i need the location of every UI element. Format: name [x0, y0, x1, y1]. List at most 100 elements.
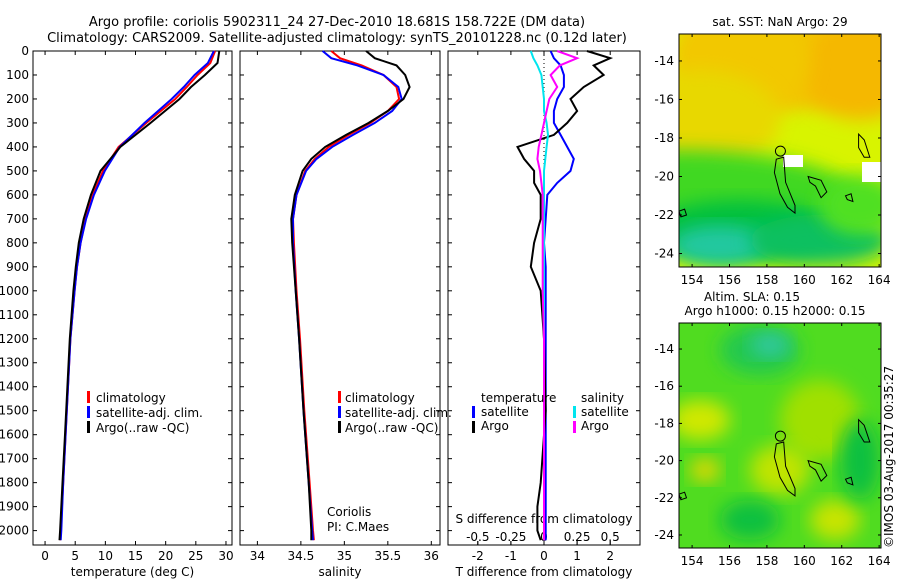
legend-label: Argo	[581, 419, 609, 433]
y-tick-label: 2000	[0, 524, 29, 538]
legend-label: satellite	[481, 405, 529, 419]
s-tick-label: -0.25	[495, 530, 526, 544]
x-tick-label: 154	[681, 554, 704, 568]
legend-label: Argo	[481, 419, 509, 433]
y-tick-label: -22	[654, 208, 674, 222]
map-color-patch	[679, 225, 770, 265]
x-tick-label: 34	[250, 549, 265, 563]
y-tick-label: 100	[6, 68, 29, 82]
x-tick-label: 158	[755, 554, 778, 568]
legend-label: satellite-adj. clim.	[96, 406, 203, 420]
map-color-patch	[810, 500, 860, 540]
coastline	[858, 418, 871, 443]
x-tick-label: 15	[128, 549, 143, 563]
y-tick-label: 700	[6, 212, 29, 226]
s-tick-label: 0.25	[564, 530, 591, 544]
map-color-patch	[820, 175, 881, 235]
x-tick-label: 34.5	[288, 549, 315, 563]
y-tick-label: 500	[6, 164, 29, 178]
argo-position-marker	[774, 430, 786, 442]
copyright-label: ©IMOS 03-Aug-2017 00:35:27	[882, 366, 896, 548]
y-tick-label: -18	[654, 131, 674, 145]
y-tick-label: -22	[654, 491, 674, 505]
x-axis-label: temperature (deg C)	[71, 565, 194, 579]
y-tick-label: 1000	[0, 284, 29, 298]
x-axis-label: salinity	[318, 565, 361, 579]
x-tick-label: 156	[718, 273, 741, 287]
y-tick-label: 1900	[0, 500, 29, 514]
sla-map: 154 156 158 160 162 164 -14 -16 -18 -20 -22 -24 Alti…	[654, 290, 890, 568]
x-tick-label: 164	[868, 554, 891, 568]
y-tick-label: -20	[654, 169, 674, 183]
legend-swatch-satellite	[338, 406, 341, 418]
series-line-temperature-satellite	[542, 50, 575, 541]
missing-data-patch	[862, 162, 881, 182]
x-tick-label: 10	[98, 549, 113, 563]
s-tick-label: 0.5	[601, 530, 620, 544]
map-frame	[678, 33, 882, 268]
title-line-2: Climatology: CARS2009. Satellite-adjuste…	[47, 31, 627, 46]
legend-swatch-argo	[87, 421, 90, 433]
coastline	[844, 193, 854, 203]
legend-swatch-climatology	[87, 391, 90, 403]
legend-swatch-t-satellite	[472, 406, 475, 418]
y-tick-label: 1100	[0, 308, 29, 322]
legend-swatch-satellite	[87, 406, 90, 418]
x-axis-label: T difference from climatology	[455, 565, 633, 579]
series-line-climatology	[59, 50, 217, 541]
legend-label: Argo(..raw -QC)	[345, 421, 438, 435]
salinity-legend: climatology satellite-adj. clim. Argo(..…	[327, 391, 452, 534]
y-tick-label: -24	[654, 247, 674, 261]
legend-title-temperature: temperature	[481, 391, 556, 405]
plot-frame	[32, 50, 233, 546]
series-line-temperature-argo	[516, 50, 614, 541]
map-color-patch	[679, 70, 780, 170]
salinity-panel: 34 34.5 35 35.5 36 salinity	[239, 50, 441, 579]
map-color-patch	[780, 380, 860, 460]
series-line-salinity-argo	[536, 50, 580, 541]
y-tick-label: 0	[21, 44, 29, 58]
difference-panel: -2 -1 0 1 2 T difference from climatology -0.5…	[447, 50, 641, 579]
legend-swatch-climatology	[338, 391, 341, 403]
map-title: Altim. SLA: 0.15	[704, 290, 800, 304]
x-tick-label: 158	[755, 273, 778, 287]
series-line-argo-raw-qc-	[290, 50, 411, 541]
legend-label: Argo(..raw -QC)	[96, 421, 189, 435]
y-tick-label: 200	[6, 92, 29, 106]
y-tick-label: -20	[654, 454, 674, 468]
y-tick-label: 300	[6, 116, 29, 130]
series-line-satellite-adj-clim-	[59, 50, 215, 541]
legend-swatch-t-argo	[472, 421, 475, 433]
legend-swatch-s-argo	[573, 421, 576, 433]
float-pi: PI: C.Maes	[327, 520, 389, 534]
legend-label: climatology	[345, 391, 415, 405]
y-tick-label: 1600	[0, 428, 29, 442]
x-tick-label: 156	[718, 554, 741, 568]
x-tick-label: 35.5	[374, 549, 401, 563]
y-tick-label: 1700	[0, 452, 29, 466]
x-tick-label: 162	[830, 554, 853, 568]
map-color-patch	[679, 400, 730, 440]
legend-swatch-s-satellite	[573, 406, 576, 418]
y-tick-label: 1400	[0, 380, 29, 394]
y-tick-label: 1300	[0, 356, 29, 370]
y-tick-label: -18	[654, 416, 674, 430]
x-tick-label: 20	[158, 549, 173, 563]
x-tick-label: 0	[540, 549, 548, 563]
coastline	[807, 175, 828, 199]
difference-legend: temperature satellite Argo salinity sate…	[472, 391, 629, 433]
x-tick-label: 160	[793, 554, 816, 568]
x-tick-label: 36	[424, 549, 439, 563]
map-color-patch	[750, 333, 790, 357]
map-color-patch	[690, 458, 720, 482]
plot-frame	[239, 50, 441, 546]
x-tick-label: 5	[71, 549, 79, 563]
x-tick-label: 1	[573, 549, 581, 563]
x-tick-label: -2	[472, 549, 484, 563]
x-tick-label: 35	[337, 549, 352, 563]
y-tick-label: 400	[6, 140, 29, 154]
series-line-climatology	[291, 50, 401, 541]
argo-position-marker	[774, 145, 786, 157]
x-tick-label: -1	[505, 549, 517, 563]
y-tick-label: -24	[654, 528, 674, 542]
